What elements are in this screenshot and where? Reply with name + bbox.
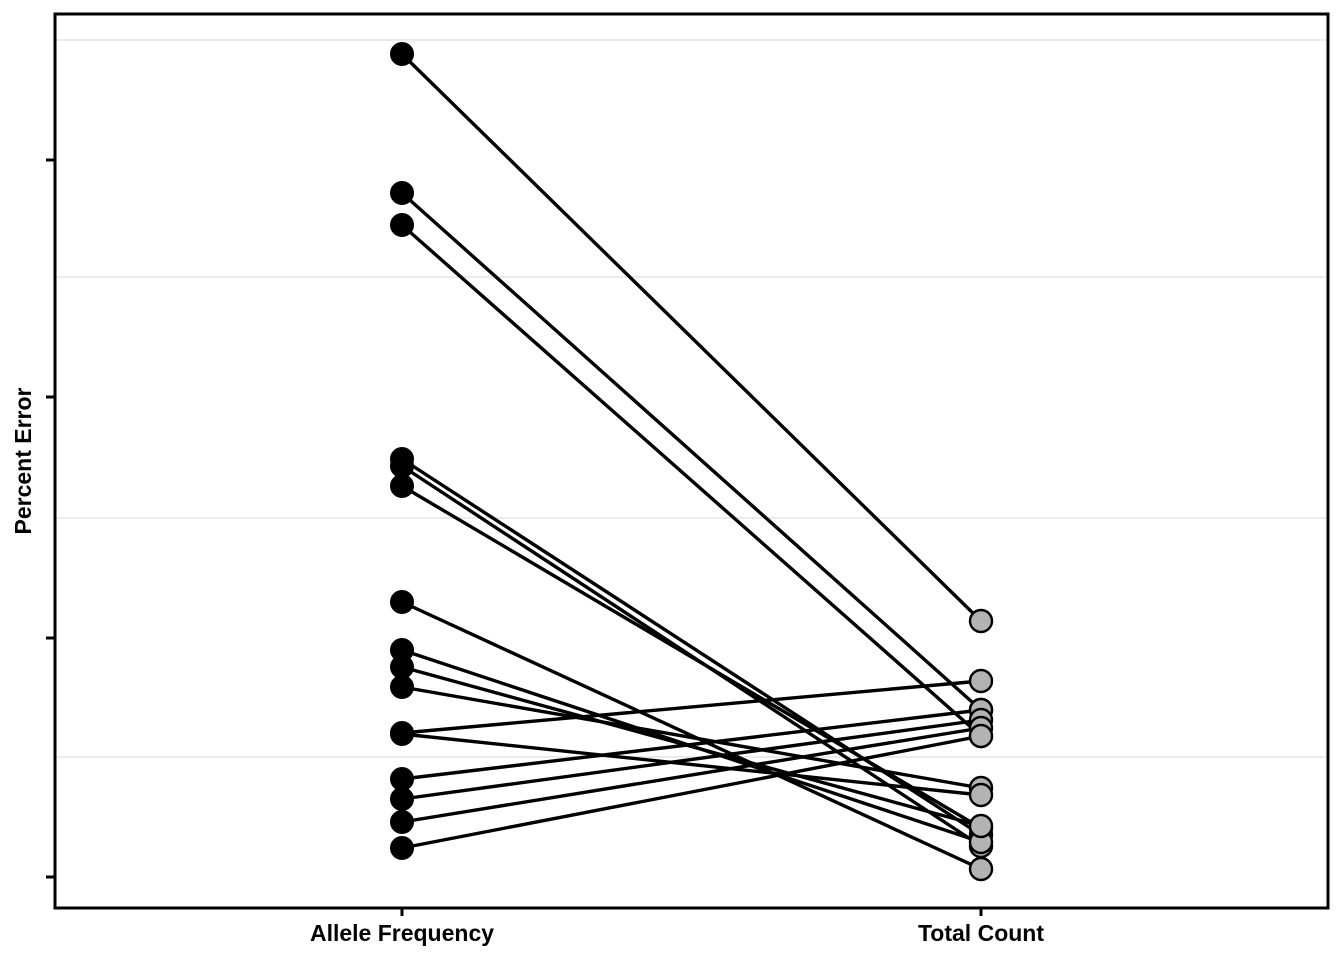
connector-line [401,679,982,735]
left-point [390,787,414,811]
left-point [390,836,414,860]
left-point [390,810,414,834]
right-point [968,723,994,749]
connector-line [400,52,983,623]
connector-line [400,223,983,738]
left-point [390,213,414,237]
left-point [390,675,414,699]
connector-line [401,718,982,801]
y-axis-title: Percent Error [10,387,36,534]
right-point [968,856,994,882]
axis-ticks-layer [46,158,983,916]
x-axis-category-allele-frequency: Allele Frequency [310,920,494,946]
right-point [968,668,994,694]
right-point [968,813,994,839]
left-point [390,454,414,478]
x-axis-category-total-count: Total Count [918,920,1044,946]
left-point [390,181,414,205]
connector-lines-layer [400,52,983,871]
connector-line [401,665,982,828]
connector-line [401,734,982,850]
connector-line [401,685,982,790]
connector-line [401,732,982,797]
plot-panel-border [53,12,1330,910]
connector-line [400,191,983,712]
left-point [390,590,414,614]
points-layer [390,42,994,882]
left-point [390,655,414,679]
left-point [390,474,414,498]
gridlines-layer [55,39,1328,758]
connector-line [401,708,982,781]
right-point [968,782,994,808]
connector-line [401,726,982,824]
left-point [390,722,414,746]
left-point [390,767,414,791]
connector-line [401,600,982,871]
left-point [390,42,414,66]
right-point [968,608,994,634]
